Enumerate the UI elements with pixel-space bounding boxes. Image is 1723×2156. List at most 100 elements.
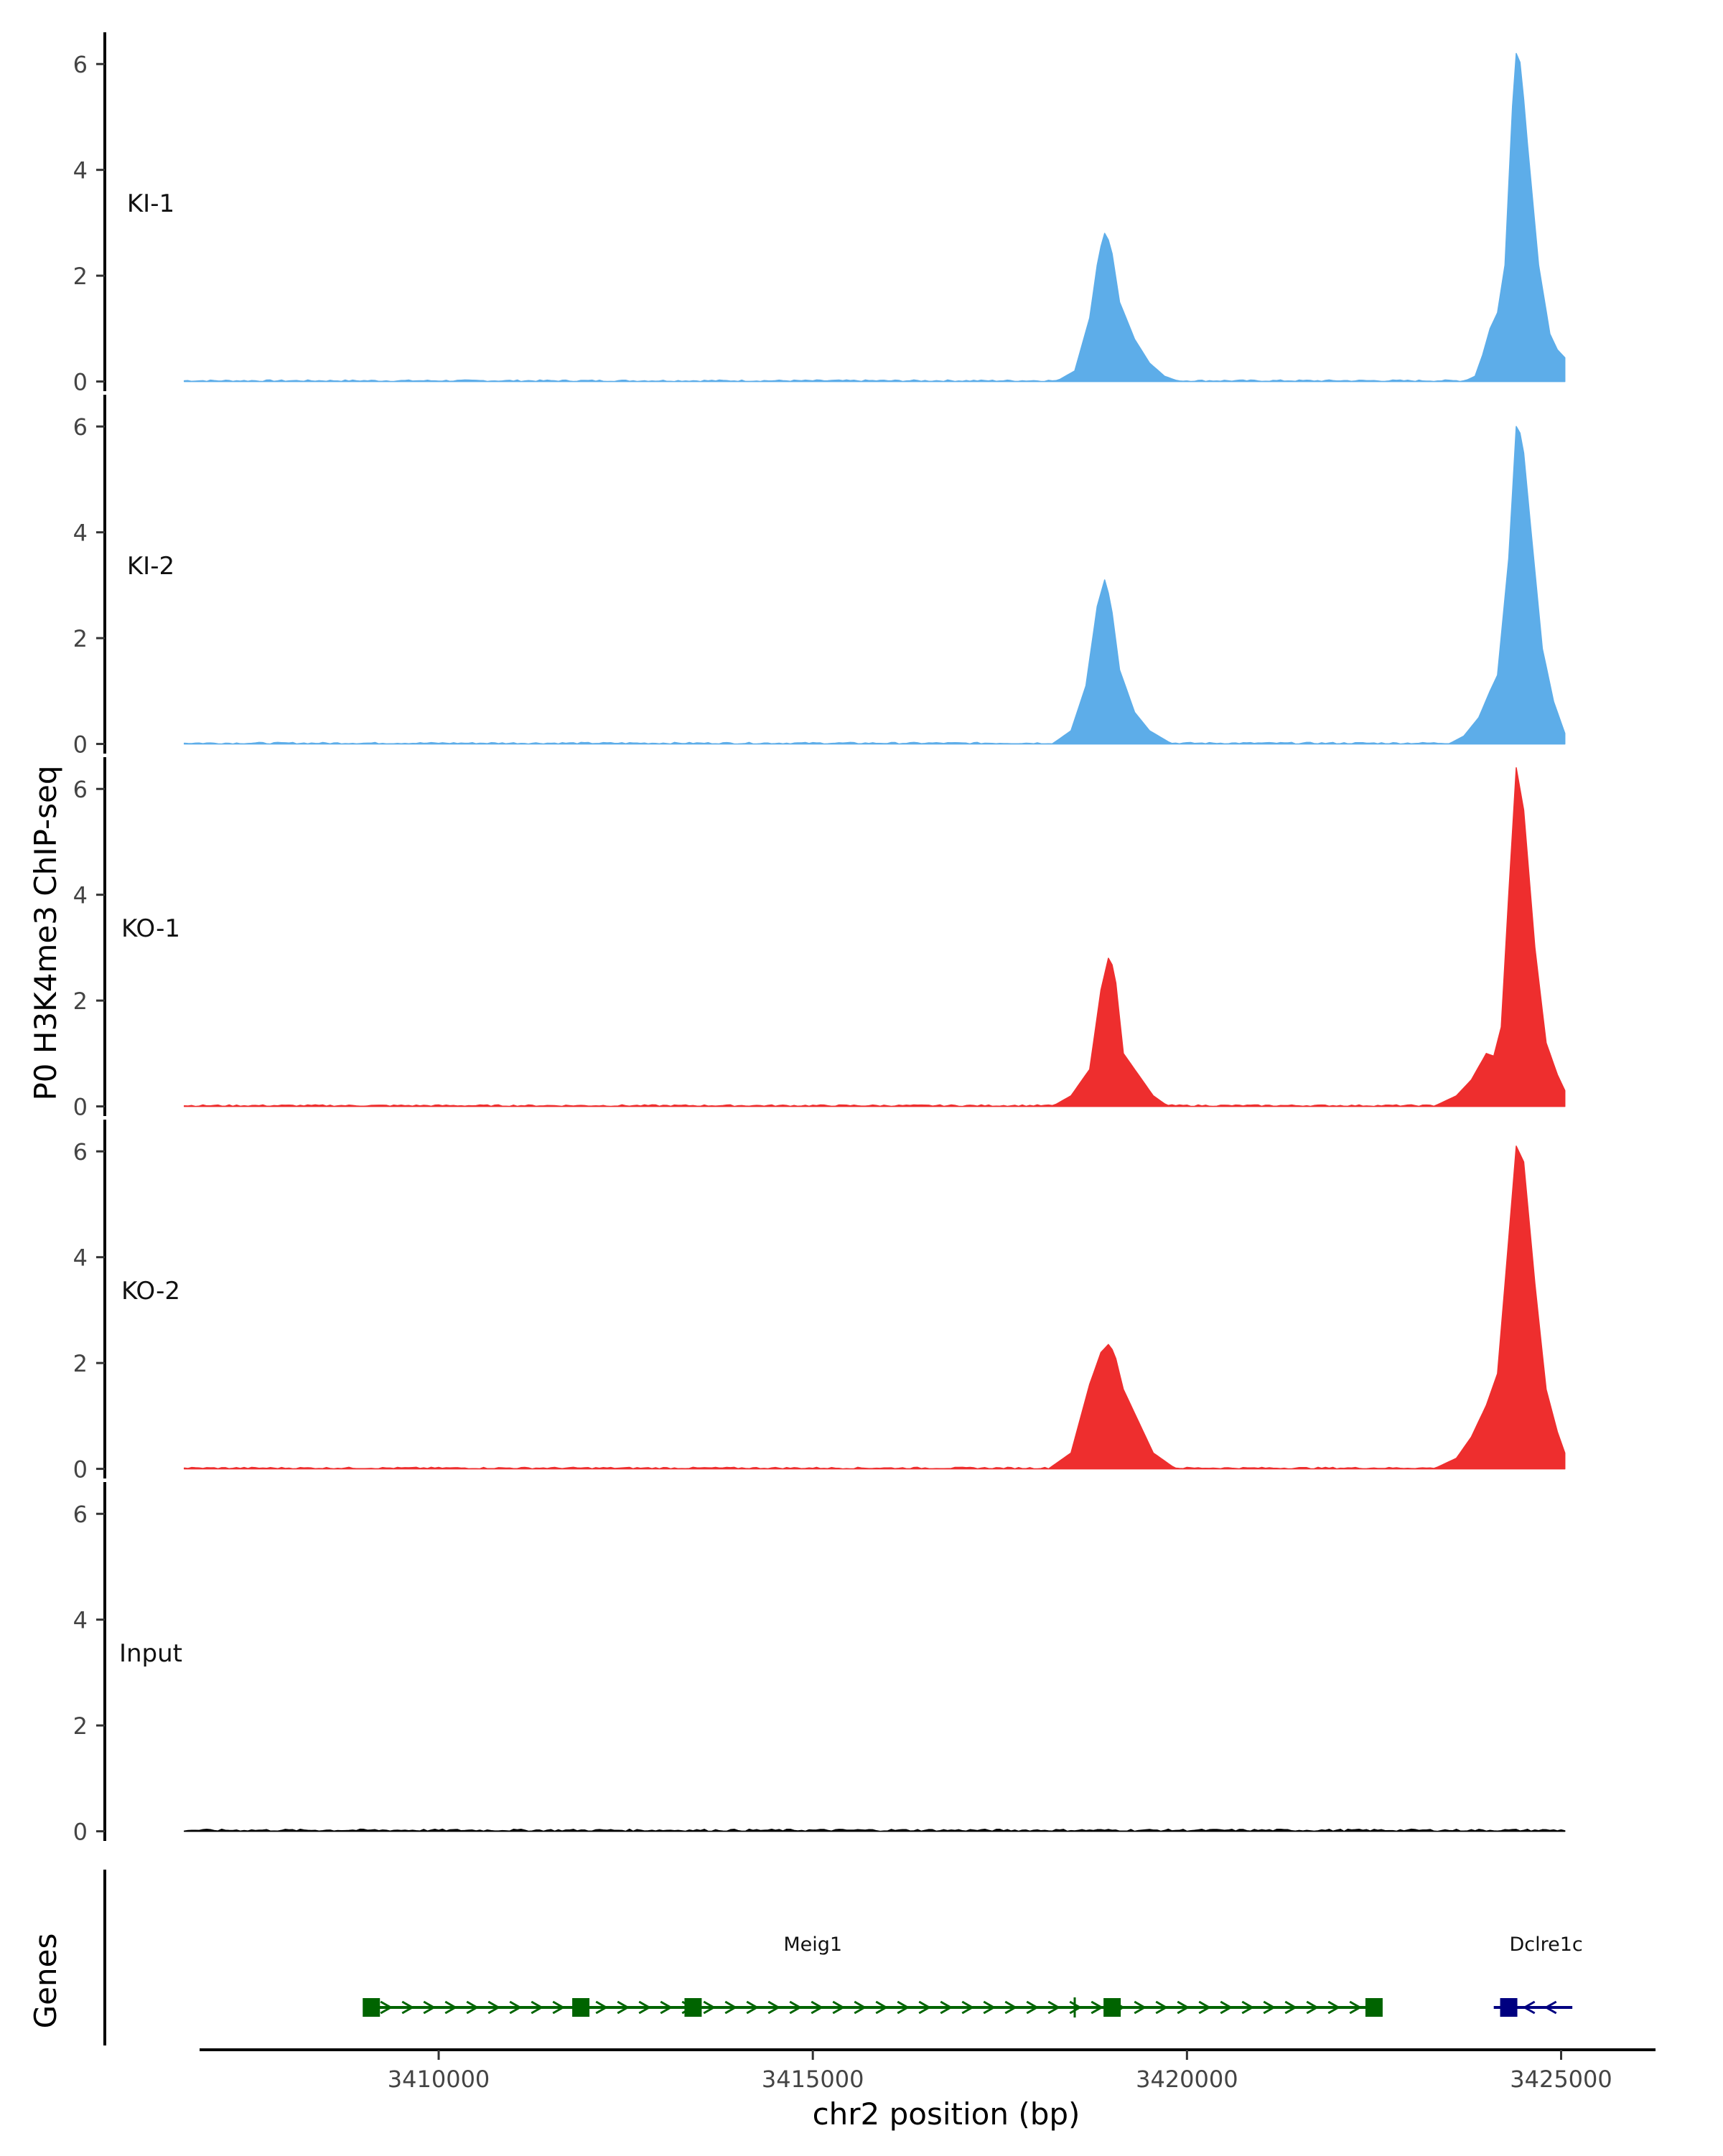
strand-arrow [466,2000,480,2015]
strand-arrow [789,2000,803,2015]
strand-arrow [832,2000,846,2015]
strand-arrow [1220,2000,1233,2015]
y-tick-label: 0 [73,731,88,759]
strand-arrow [660,2000,673,2015]
strand-arrow [875,2000,889,2015]
y-tick-label: 6 [73,413,88,441]
strand-arrow [767,2000,781,2015]
y-tick-label: 4 [73,1245,88,1272]
track-label: KO-2 [121,1277,180,1306]
gene-label: Dclre1c [1510,1934,1583,1956]
x-tick-label: 3425000 [1510,2066,1612,2093]
y-tick-label: 0 [73,1819,88,1846]
exon [1365,1998,1383,2017]
strand-arrow [918,2000,932,2015]
y-tick-label: 4 [73,1607,88,1634]
strand-arrow [811,2000,824,2015]
y-tick-label: 6 [73,1138,88,1166]
exon [1103,1998,1121,2017]
strand-arrow [854,2000,867,2015]
signal-area-ko-1 [183,767,1566,1107]
gene-label: Meig1 [783,1934,842,1956]
strand-arrow [1198,2000,1212,2015]
y-tick-label: 2 [73,1712,88,1740]
track-label: KI-2 [127,552,174,581]
strand-arrow [552,2000,566,2015]
strand-arrow [1522,2000,1536,2015]
strand-arrow [487,2000,501,2015]
strand-arrow [444,2000,458,2015]
strand-arrow [961,2000,975,2015]
strand-arrow [1004,2000,1018,2015]
axis-layer: 3410000 3415000 3420000 3425000 [200,2048,1656,2093]
exon [572,1998,590,2017]
track-ki-1: 0 2 4 6 KI-1 [73,32,1566,396]
strand-arrow [1306,2000,1320,2015]
signal-area-input [183,1828,1566,1832]
y-tick-label: 0 [73,1094,88,1121]
strand-arrow [1241,2000,1255,2015]
y-axis-title: P0 H3K4me3 ChIP-seq [28,765,63,1100]
gene-meig1: Meig1 [363,1934,1383,2017]
signal-area-ko-2 [183,1145,1566,1470]
y-tick-label: 4 [73,520,88,547]
strand-arrow [1026,2000,1040,2015]
signal-area-ki-2 [183,426,1566,745]
strand-arrow [380,2000,393,2015]
y-tick-label: 6 [73,1501,88,1528]
strand-arrow [1284,2000,1298,2015]
y-tick-label: 4 [73,882,88,909]
exon [1500,1998,1518,2017]
strand-arrow [1069,2000,1083,2015]
genes-layer: Meig1 Dclre1c [103,1870,1583,2045]
x-tick-label: 3420000 [1136,2066,1238,2093]
y-tick-label: 6 [73,51,88,78]
strand-arrow [940,2000,953,2015]
strand-arrow [983,2000,996,2015]
strand-arrow [531,2000,544,2015]
y-tick-label: 2 [73,263,88,290]
genes-axis-title: Genes [28,1934,63,2029]
strand-arrow [638,2000,652,2015]
x-axis-title: chr2 position (bp) [813,2096,1080,2132]
track-ki-2: 0 2 4 6 KI-2 [73,395,1566,759]
strand-arrow [1091,2000,1104,2015]
strand-arrow [1263,2000,1276,2015]
tracks-layer: 0 2 4 6 KI-1 0 2 4 6 KI-2 0 2 4 6 KO-1 0 2 4 6 KO-2 0 2 4 6 Inpu… [73,32,1566,1846]
strand-arrow [509,2000,523,2015]
y-tick-label: 2 [73,988,88,1015]
y-tick-label: 6 [73,776,88,803]
strand-arrow [897,2000,910,2015]
track-label: KO-1 [121,914,180,943]
strand-arrow [1349,2000,1363,2015]
strand-arrow [595,2000,609,2015]
gene-dclre1c: Dclre1c [1493,1934,1583,2017]
strand-arrow [703,2000,716,2015]
strand-arrow [423,2000,436,2015]
strand-arrow [1047,2000,1061,2015]
strand-arrow [1134,2000,1147,2015]
strand-arrow [1177,2000,1190,2015]
strand-arrow [746,2000,760,2015]
strand-arrow [1327,2000,1341,2015]
x-tick-label: 3415000 [762,2066,864,2093]
y-tick-label: 4 [73,157,88,184]
strand-arrow [724,2000,738,2015]
signal-area-ki-1 [183,52,1566,383]
strand-arrow [1544,2000,1557,2015]
strand-arrow [617,2000,630,2015]
track-label: Input [119,1639,182,1668]
exon [684,1998,702,2017]
x-tick-label: 3410000 [388,2066,490,2093]
strand-arrow [1155,2000,1169,2015]
exon [363,1998,380,2017]
y-tick-label: 0 [73,369,88,396]
y-tick-label: 0 [73,1456,88,1484]
track-ko-1: 0 2 4 6 KO-1 [73,757,1566,1121]
track-input: 0 2 4 6 Input [73,1482,1566,1846]
track-ko-2: 0 2 4 6 KO-2 [73,1120,1566,1484]
y-tick-label: 2 [73,625,88,652]
y-tick-label: 2 [73,1350,88,1377]
